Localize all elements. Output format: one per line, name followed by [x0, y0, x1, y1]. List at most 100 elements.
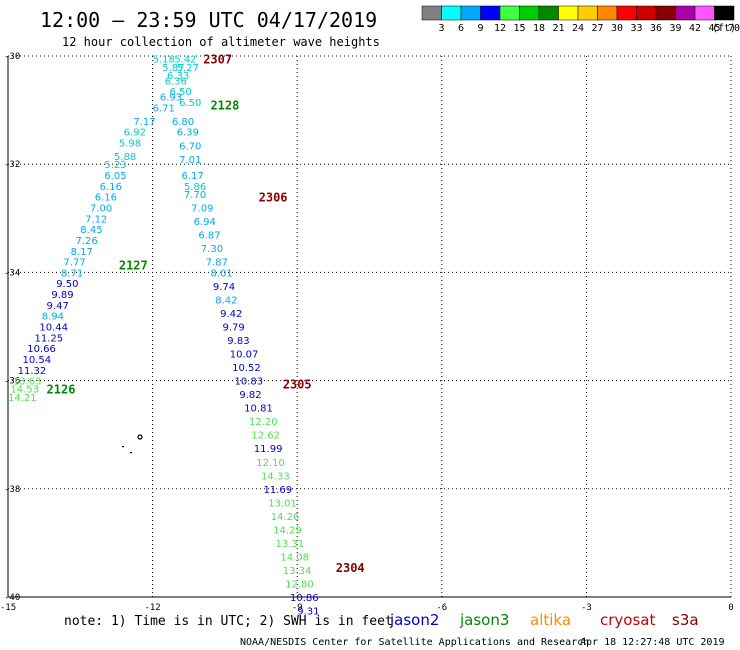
wave-height-point: 6.33 — [167, 71, 189, 82]
y-tick-label: -34 — [4, 268, 20, 278]
x-tick-label: -12 — [144, 603, 160, 613]
plot-grid — [7, 55, 732, 598]
island-marks — [122, 434, 143, 454]
legend-swatch-33 — [616, 5, 637, 21]
legend-swatch-3 — [421, 5, 442, 21]
legend-tick-label: 30 — [611, 23, 623, 34]
wave-height-point: 10.66 — [27, 344, 56, 355]
pass-id-label: 2305 — [283, 377, 312, 391]
wave-height-point: 10.86 — [290, 593, 319, 604]
wave-height-point: 7.87 — [206, 258, 228, 269]
wave-height-point: 14.21 — [8, 393, 37, 404]
wave-height-point: 9.31 — [297, 607, 319, 618]
satellite-legend: jason2 jason3 altika cryosat s3a — [389, 611, 699, 629]
legend-tick-label: 9 — [477, 23, 483, 34]
wave-height-point: 7.12 — [85, 214, 107, 225]
legend-swatch-27 — [577, 5, 598, 21]
wave-height-point: 8.94 — [42, 312, 64, 323]
legend-swatch-36 — [636, 5, 657, 21]
footer-note: note: 1) Time is in UTC; 2) SWH is in fe… — [64, 614, 393, 629]
wave-height-point: 10.81 — [244, 404, 273, 415]
wave-height-point: 9.82 — [239, 390, 261, 401]
wave-height-point: 9.89 — [51, 290, 73, 301]
wave-height-point: 10.54 — [22, 355, 51, 366]
color-scale-legend: 3 6 9 12 15 18 21 24 27 30 33 36 39 42 45 70 — [421, 5, 740, 34]
pass-id-label: 2126 — [47, 383, 76, 397]
wave-height-point: 10.83 — [235, 377, 264, 388]
pass-id-label: 2127 — [119, 258, 148, 272]
pass-id-label: 2128 — [210, 99, 239, 113]
wave-height-point: 10.44 — [39, 323, 68, 334]
legend-tick-label: 3 — [438, 23, 444, 34]
wave-height-point: 6.93 — [160, 93, 182, 104]
wave-height-point: 7.00 — [90, 203, 112, 214]
satellite-label-jason2: jason2 — [389, 611, 439, 629]
wave-height-point: 6.17 — [182, 171, 204, 182]
legend-tick-label: 24 — [572, 23, 584, 34]
wave-height-point: 5.86 — [184, 182, 206, 193]
wave-height-point: 8.17 — [71, 247, 93, 258]
y-tick-label: -32 — [4, 160, 20, 170]
wave-height-point: 6.05 — [104, 171, 126, 182]
pass-id-label: 2307 — [203, 53, 232, 67]
wave-height-point: 7.26 — [75, 236, 97, 247]
wave-height-point: 6.94 — [194, 217, 216, 228]
wave-height-point: 6.50 — [179, 98, 201, 109]
wave-height-point: 6.80 — [172, 117, 194, 128]
wave-height-point: 10.52 — [232, 363, 261, 374]
legend-swatch-30 — [597, 5, 618, 21]
wave-height-point: 6.36 — [165, 76, 187, 87]
wave-height-point: 6.50 — [169, 87, 191, 98]
wave-height-point: 10.07 — [230, 350, 259, 361]
pass-id-label: 2306 — [259, 191, 288, 205]
legend-tick-label: 36 — [650, 23, 662, 34]
legend-swatch-39 — [655, 5, 676, 21]
satellite-label-altika: altika — [530, 611, 571, 629]
wave-height-point: 5.27 — [177, 63, 199, 74]
wave-height-point: 8.71 — [61, 268, 83, 279]
legend-swatch-24 — [558, 5, 579, 21]
wave-height-point: 13.01 — [268, 498, 297, 509]
wave-height-point: 5.98 — [119, 139, 141, 150]
legend-tick-label: 18 — [533, 23, 545, 34]
wave-height-point: 9.83 — [227, 336, 249, 347]
legend-swatch-45 — [694, 5, 715, 21]
wave-height-point: 11.69 — [263, 485, 292, 496]
wave-height-point: 6.70 — [179, 141, 201, 152]
wave-height-point: 5.18 — [153, 55, 175, 66]
wave-height-point: 14.33 — [261, 471, 290, 482]
legend-swatch-15 — [499, 5, 520, 21]
legend-tick-label: 21 — [552, 23, 564, 34]
wave-height-point: 7.01 — [179, 155, 201, 166]
observations: 5.18 5.425.875.276.336.366.506.936.506.71… — [8, 55, 319, 618]
legend-swatch-42 — [675, 5, 696, 21]
satellite-label-s3a: s3a — [672, 611, 699, 629]
satellite-label-cryosat: cryosat — [600, 611, 655, 629]
legend-swatch-12 — [480, 5, 501, 21]
legend-swatch-6 — [441, 5, 462, 21]
x-tick-label: -3 — [581, 603, 592, 613]
wave-height-point: 7.17 — [133, 117, 155, 128]
wave-height-point: 5.42 — [174, 55, 196, 66]
wave-height-point: 9.74 — [213, 282, 235, 293]
legend-swatch-21 — [538, 5, 559, 21]
timestamp-text: Apr 18 12:27:48 UTC 2019 — [580, 637, 725, 648]
legend-tick-label: 39 — [669, 23, 681, 34]
wave-height-point: 14.26 — [271, 512, 300, 523]
credit-text: NOAA/NESDIS Center for Satellite Applica… — [240, 637, 589, 648]
y-tick-label: -36 — [4, 377, 20, 387]
wave-height-point: 11.32 — [18, 366, 47, 377]
y-tick-label: -40 — [4, 593, 20, 603]
wave-height-point: 12.80 — [285, 579, 314, 590]
wave-height-point: 5.23 — [104, 160, 126, 171]
wave-height-point: 12.10 — [256, 458, 285, 469]
wave-height-point: 12.20 — [249, 417, 278, 428]
wave-height-point: 14.53 — [10, 385, 39, 396]
x-tick-label: 0 — [728, 603, 733, 613]
legend-tick-label: 45 — [708, 23, 720, 34]
wave-height-point: 8.45 — [80, 225, 102, 236]
wave-height-point: 6.71 — [153, 103, 175, 114]
x-tick-label: -9 — [292, 603, 303, 613]
wave-height-point: 7.30 — [201, 244, 223, 255]
